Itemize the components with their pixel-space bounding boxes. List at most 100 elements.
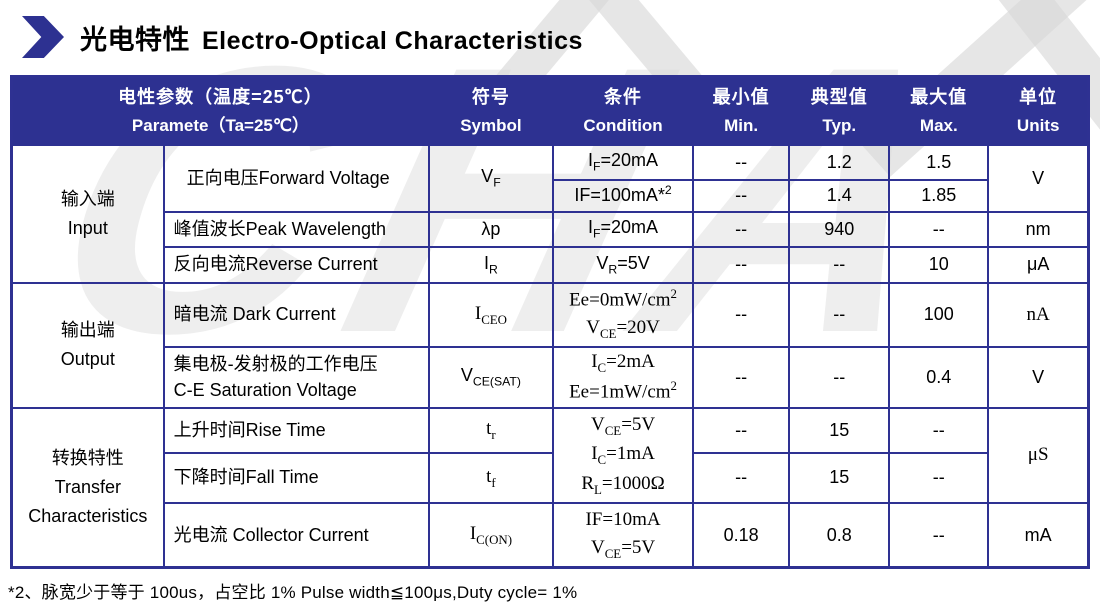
col-header-condition-zh: 条件	[604, 86, 643, 107]
max-value: --	[888, 501, 990, 569]
page-title-zh: 光电特性	[80, 24, 190, 55]
unit-nm: nm	[987, 210, 1090, 248]
max-value: --	[888, 210, 990, 248]
group-cell-input: 输入端 Input	[10, 143, 165, 284]
unit-v: V	[987, 143, 1090, 213]
symbol-lambda-p: λp	[427, 210, 554, 248]
min-value: --	[692, 406, 791, 454]
condition-collector-current: IF=10mA VCE=5V	[551, 501, 695, 569]
unit-ma: mA	[987, 501, 1090, 569]
group-output-zh: 输出端	[60, 320, 115, 341]
min-value: --	[692, 451, 791, 504]
condition-if-100ma: IF=100mA*2	[551, 178, 695, 213]
max-value: 100	[888, 281, 990, 348]
col-header-max-zh: 最大值	[910, 86, 968, 107]
symbol-vf: VF	[427, 143, 554, 213]
max-value: 10	[888, 245, 990, 284]
electro-optical-table: 电性参数（温度=25℃） Paramete（Ta=25℃） 符号 Symbol …	[10, 75, 1090, 569]
param-peak-wavelength: 峰值波长Peak Wavelength	[162, 210, 430, 248]
col-header-symbol: 符号 Symbol	[427, 75, 554, 146]
group-transfer-zh: 转换特性	[51, 448, 124, 469]
condition-if-20ma: IF=20mA	[551, 143, 695, 181]
table-row-dark-current: 输出端 Output 暗电流 Dark Current ICEO Ee=0mW/…	[10, 281, 1090, 409]
col-header-parameter-zh: 电性参数（温度=25℃）	[118, 86, 323, 107]
col-header-max: 最大值 Max.	[888, 75, 990, 146]
param-reverse-current: 反向电流Reverse Current	[162, 245, 430, 284]
typ-value: 1.4	[788, 178, 891, 213]
typ-value: 0.8	[788, 501, 891, 569]
max-value: 1.85	[888, 178, 990, 213]
col-header-min: 最小值 Min.	[692, 75, 791, 146]
unit-us: μS	[987, 406, 1090, 504]
condition-dark-current: Ee=0mW/cm2 VCE=20V	[551, 281, 695, 348]
max-value: 1.5	[888, 143, 990, 181]
col-header-min-zh: 最小值	[712, 86, 770, 107]
symbol-icon: IC(ON)	[427, 501, 554, 569]
page-title-en: Electro-Optical Characteristics	[202, 26, 583, 55]
col-header-parameter-en: Paramete（Ta=25℃）	[131, 115, 309, 135]
param-collector-current: 光电流 Collector Current	[162, 501, 430, 569]
table-row-rise-time: 转换特性 Transfer Characteristics 上升时间Rise T…	[10, 406, 1090, 569]
min-value: --	[692, 210, 791, 248]
min-value: --	[692, 143, 791, 181]
table-row-ce-saturation: 集电极-发射极的工作电压 C-E Saturation Voltage VCE(S…	[12, 345, 1090, 409]
max-value: --	[888, 406, 990, 454]
min-value: 0.18	[692, 501, 791, 569]
table-row-collector-current: 光电流 Collector Current IC(ON) IF=10mA VCE=…	[12, 501, 1090, 569]
table-row-forward-voltage-b: IF=100mA*2 -- 1.4 1.85	[12, 178, 1089, 213]
typ-value: 940	[788, 210, 891, 248]
typ-value: 15	[788, 451, 891, 504]
footnote: *2、脉宽少于等于 100us，占空比 1% Pulse width≦100μs…	[8, 583, 578, 602]
unit-na: nA	[987, 281, 1090, 348]
table-row-forward-voltage-a: 输入端 Input 正向电压Forward Voltage VF IF=20mA…	[10, 143, 1090, 284]
symbol-vcesat: VCE(SAT)	[427, 345, 554, 409]
symbol-tr: tr	[427, 406, 554, 454]
symbol-ir: IR	[427, 245, 554, 284]
group-output-en: Output	[60, 349, 115, 369]
col-header-condition: 条件 Condition	[551, 75, 695, 146]
condition-if-20ma: IF=20mA	[551, 210, 695, 248]
col-header-units-en: Units	[1016, 115, 1060, 135]
col-header-typ-en: Typ.	[822, 115, 857, 135]
typ-value: --	[788, 345, 891, 409]
min-value: --	[692, 245, 791, 284]
symbol-iceo: ICEO	[427, 281, 554, 348]
characteristics-table: 电性参数（温度=25℃） Paramete（Ta=25℃） 符号 Symbol …	[10, 75, 1090, 569]
col-header-min-en: Min.	[724, 115, 759, 135]
group-cell-transfer: 转换特性 Transfer Characteristics	[10, 406, 165, 569]
col-header-symbol-zh: 符号	[471, 86, 510, 107]
max-value: 0.4	[888, 345, 990, 409]
header-row: 电性参数（温度=25℃） Paramete（Ta=25℃） 符号 Symbol …	[10, 75, 1090, 146]
symbol-tf: tf	[427, 451, 554, 504]
col-header-units-zh: 单位	[1019, 86, 1058, 107]
table-row-fall-time: 下降时间Fall Time tf -- 15 --	[12, 451, 1089, 504]
param-rise-time: 上升时间Rise Time	[162, 406, 430, 454]
group-input-zh: 输入端	[60, 188, 115, 209]
min-value: --	[692, 345, 791, 409]
min-value: --	[692, 178, 791, 213]
param-forward-voltage: 正向电压Forward Voltage	[162, 143, 430, 213]
page-title: 光电特性 Electro-Optical Characteristics	[80, 18, 583, 57]
typ-value: --	[788, 281, 891, 348]
col-header-max-en: Max.	[919, 115, 958, 135]
col-header-parameter: 电性参数（温度=25℃） Paramete（Ta=25℃）	[10, 75, 430, 146]
condition-rise-fall: VCE=5V IC=1mA RL=1000Ω	[551, 406, 695, 504]
col-header-typ: 典型值 Typ.	[788, 75, 891, 146]
col-header-condition-en: Condition	[583, 115, 663, 135]
group-cell-output: 输出端 Output	[10, 281, 165, 409]
table-row-peak-wavelength: 峰值波长Peak Wavelength λp IF=20mA -- 940 --…	[12, 210, 1090, 248]
condition-ce-saturation: IC=2mA Ee=1mW/cm2	[551, 345, 695, 409]
unit-v: V	[987, 345, 1090, 409]
condition-vr-5v: VR=5V	[551, 245, 695, 284]
group-input-en: Input	[67, 217, 108, 238]
typ-value: 15	[788, 406, 891, 454]
section-title: 光电特性 Electro-Optical Characteristics	[22, 16, 583, 58]
chevron-right-icon	[22, 16, 64, 58]
group-transfer-en2: Characteristics	[28, 505, 148, 526]
col-header-units: 单位 Units	[987, 75, 1090, 146]
max-value: --	[888, 451, 990, 504]
unit-ua: μA	[987, 245, 1090, 284]
param-ce-saturation: 集电极-发射极的工作电压 C-E Saturation Voltage	[162, 345, 430, 409]
param-fall-time: 下降时间Fall Time	[162, 451, 430, 504]
min-value: --	[692, 281, 791, 348]
